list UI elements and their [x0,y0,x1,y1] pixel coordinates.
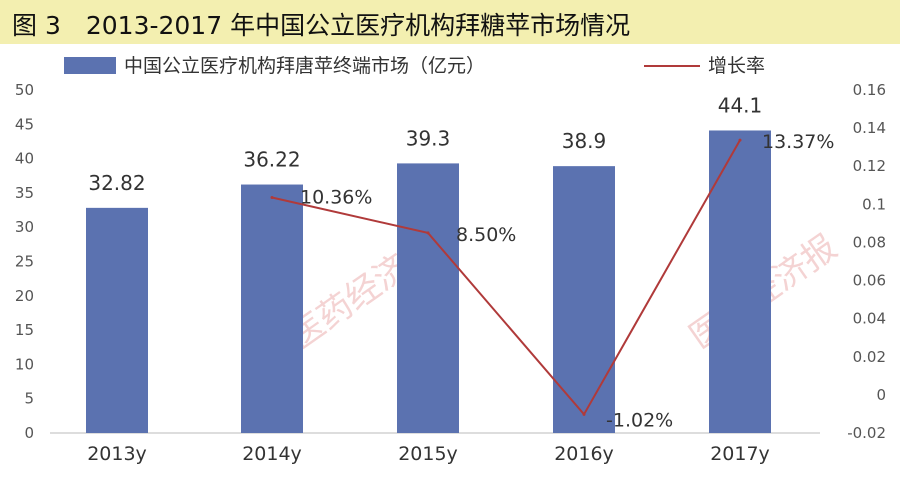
right-tick-label: 0.08 [853,233,886,251]
bar-series [86,130,771,434]
left-tick-label: 25 [15,253,34,271]
bar-2016y [553,166,615,433]
left-tick-label: 35 [15,184,34,202]
chart-title: 图 3 2013-2017 年中国公立医疗机构拜糖苹市场情况 [12,11,631,40]
category-label: 2014y [242,443,302,465]
left-tick-label: 20 [15,287,34,305]
growth-line [271,139,741,417]
right-tick-label: 0.06 [853,272,886,290]
bar-value-labels: 32.82 36.22 39.3 38.9 44.1 [88,93,762,194]
bar-value-label: 44.1 [718,93,763,117]
growth-point [426,231,430,235]
category-label: 2017y [710,443,770,465]
left-tick-label: 40 [15,150,34,168]
bar-2015y [397,163,459,434]
left-tick-label: 45 [15,115,34,133]
category-label: 2013y [87,443,147,465]
growth-value-labels: 10.36% 8.50% -1.02% 13.37% [300,131,834,431]
right-tick-label: 0 [876,386,886,404]
legend: 中国公立医疗机构拜唐苹终端市场（亿元） 增长率 [64,55,765,77]
title-bar: 图 3 2013-2017 年中国公立医疗机构拜糖苹市场情况 [0,0,900,44]
left-tick-label: 10 [15,355,34,373]
left-tick-label: 50 [15,81,34,99]
growth-point [270,195,274,199]
left-tick-label: 30 [15,218,34,236]
bar-value-label: 36.22 [243,148,300,172]
growth-value-label: 8.50% [456,224,516,246]
growth-value-label: -1.02% [606,409,673,431]
left-axis: 0 5 10 15 20 25 30 35 40 45 50 [15,81,34,442]
legend-bar-swatch [64,57,116,74]
growth-point [738,138,742,142]
left-tick-label: 0 [24,424,34,442]
growth-line-series [270,138,742,417]
right-tick-label: 0.12 [853,157,886,175]
legend-bar-label: 中国公立医疗机构拜唐苹终端市场（亿元） [124,55,485,77]
bar-value-label: 38.9 [562,129,607,153]
left-tick-label: 5 [24,390,34,408]
right-tick-label: -0.02 [847,424,886,442]
growth-value-label: 10.36% [300,186,372,208]
category-label: 2015y [398,443,458,465]
right-tick-label: 0.14 [853,119,886,137]
bar-2017y [709,130,771,433]
right-tick-label: 0.02 [853,348,886,366]
bar-2014y [241,184,303,433]
growth-value-label: 13.37% [762,131,834,153]
right-tick-label: 0.16 [853,81,886,99]
x-axis: 2013y 2014y 2015y 2016y 2017y [87,443,770,465]
growth-point [582,412,586,416]
right-axis: -0.02 0 0.02 0.04 0.06 0.08 0.1 0.12 0.14 0.16 [847,81,886,442]
right-tick-label: 0.1 [862,195,886,213]
category-label: 2016y [554,443,614,465]
bar-value-label: 32.82 [88,171,145,195]
bar-value-label: 39.3 [406,126,451,150]
bar-2013y [86,207,148,433]
right-tick-label: 0.04 [853,310,886,328]
left-tick-label: 15 [15,321,34,339]
legend-line-label: 增长率 [708,55,765,77]
